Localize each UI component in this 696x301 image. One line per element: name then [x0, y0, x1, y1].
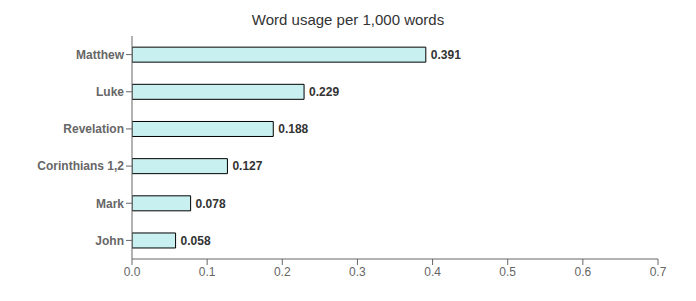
svg-text:0.1: 0.1	[199, 265, 216, 279]
svg-text:0.3: 0.3	[349, 265, 366, 279]
svg-text:Mark: Mark	[96, 197, 124, 211]
svg-text:0.229: 0.229	[309, 85, 339, 99]
svg-text:Luke: Luke	[96, 85, 124, 99]
svg-text:John: John	[95, 234, 124, 248]
svg-text:0.127: 0.127	[232, 159, 262, 173]
svg-text:0.0: 0.0	[124, 265, 141, 279]
svg-text:Revelation: Revelation	[63, 122, 124, 136]
svg-text:0.058: 0.058	[181, 234, 211, 248]
svg-text:0.391: 0.391	[431, 48, 461, 62]
svg-text:0.4: 0.4	[424, 265, 441, 279]
svg-text:0.188: 0.188	[278, 122, 308, 136]
svg-text:0.6: 0.6	[575, 265, 592, 279]
svg-text:0.7: 0.7	[650, 265, 667, 279]
svg-text:0.078: 0.078	[196, 197, 226, 211]
svg-text:0.2: 0.2	[274, 265, 291, 279]
svg-text:0.5: 0.5	[499, 265, 516, 279]
svg-text:Corinthians 1,2: Corinthians 1,2	[37, 159, 124, 173]
html-text:Word usage per 1,000 words: Word usage per 1,000 words	[251, 11, 445, 28]
svg-text:Matthew: Matthew	[76, 48, 125, 62]
